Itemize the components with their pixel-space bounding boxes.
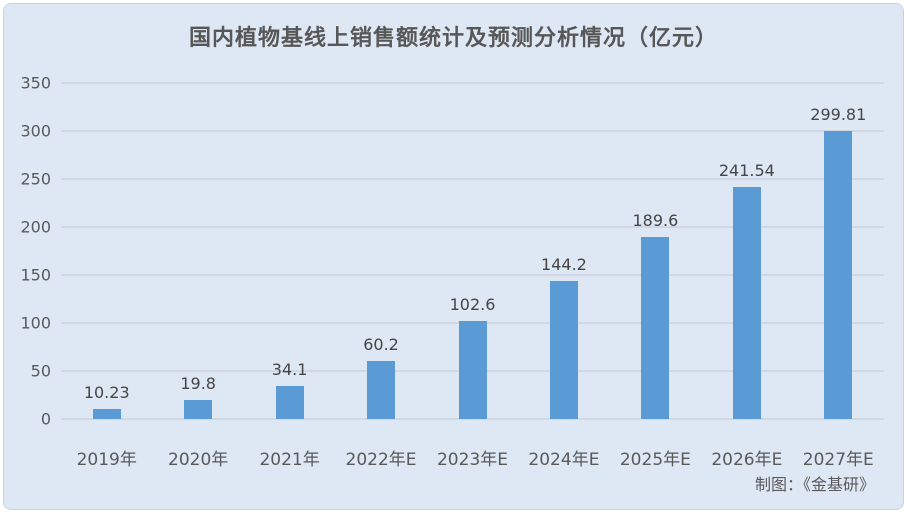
x-tick-label: 2019年 [76,450,137,470]
x-tick-label: 2021年 [259,450,320,470]
bar-value-label: 102.6 [449,294,496,314]
bar [824,131,853,419]
bar-value-label: 241.54 [718,161,775,181]
plot-area: 0 50 100 150 200 250 300 350 10.23 2019年 19.8 2020年… [20,74,884,470]
bar-value-label: 299.81 [810,105,867,125]
gridline [61,178,884,180]
x-tick-label: 2024年E [528,450,600,470]
gridline [61,274,884,276]
bar [458,320,487,419]
x-tick-label: 2023年E [436,450,509,470]
credit-text: 制图：《金基研》 [754,475,875,494]
x-tick-label: 2022年E [345,450,417,470]
y-tick-label: 0 [40,409,51,429]
chart-panel: 国内植物基线上销售额统计及预测分析情况（亿元） 0 50 100 150 200 250 3… [3,3,904,510]
bar-value-label: 19.8 [180,374,216,393]
y-tick-label: 150 [20,265,51,285]
bar [367,361,396,419]
bar-value-label: 144.2 [541,254,587,274]
bar-value-label: 34.1 [271,360,308,380]
gridline [61,82,884,84]
y-tick-label: 100 [20,313,51,333]
bar [184,400,213,419]
bar-value-label: 189.6 [632,210,679,230]
x-tick-label: 2026年E [711,450,783,470]
x-tick-label: 2027年E [802,450,874,470]
y-tick-label: 300 [20,121,51,141]
bar-value-label: 60.2 [363,335,399,355]
y-tick-label: 250 [20,169,51,189]
bar [549,280,578,419]
gridline [61,130,884,132]
bar [92,409,121,419]
x-tick-label: 2020年 [168,450,229,470]
bar-value-label: 10.23 [83,383,130,403]
y-tick-label: 50 [30,361,51,381]
gridline [61,418,884,420]
x-tick-label: 2025年E [619,450,691,470]
bar [732,187,761,419]
y-tick-label: 200 [20,217,51,237]
gridline [61,226,884,228]
chart-title: 国内植物基线上销售额统计及预测分析情况（亿元） [188,26,718,51]
y-tick-label: 350 [20,73,51,93]
bar [641,236,670,419]
bar [275,386,304,419]
